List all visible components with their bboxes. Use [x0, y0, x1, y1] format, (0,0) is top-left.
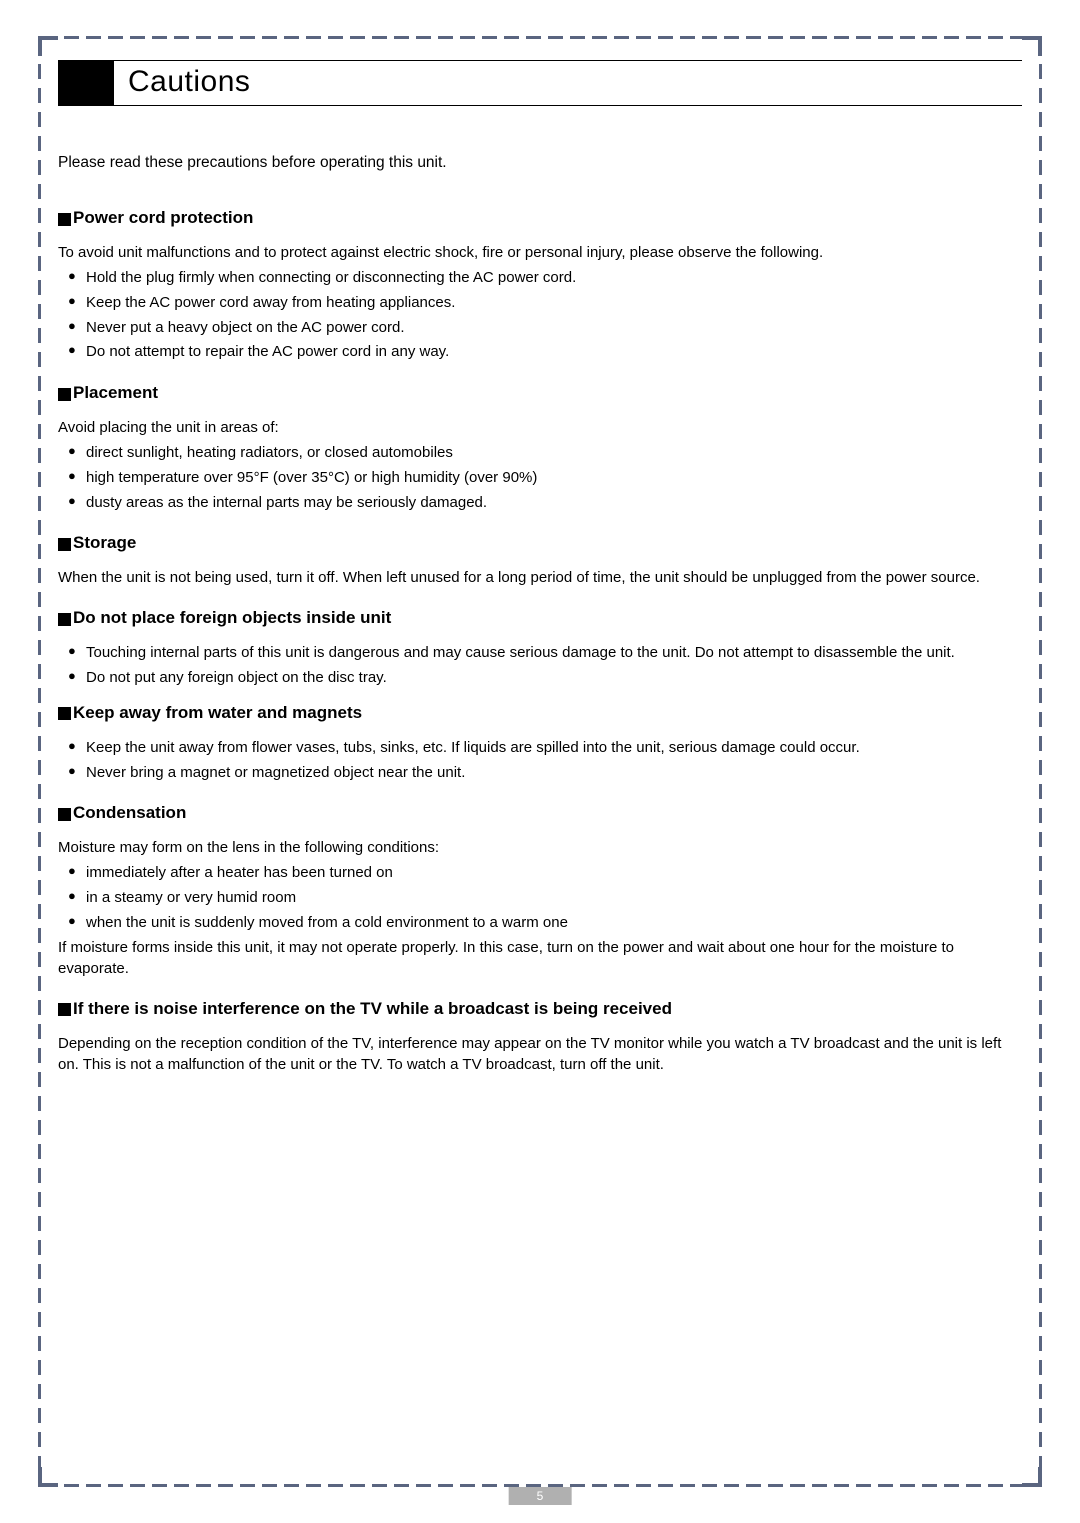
square-marker-icon [58, 808, 71, 821]
bullet-item: Do not attempt to repair the AC power co… [58, 341, 1022, 363]
bullet-item: Keep the AC power cord away from heating… [58, 292, 1022, 314]
square-marker-icon [58, 213, 71, 226]
title-black-block [58, 61, 114, 105]
section-heading-text: Keep away from water and magnets [73, 703, 362, 723]
bullet-item: Never bring a magnet or magnetized objec… [58, 762, 1022, 784]
page-number: 5 [509, 1487, 572, 1505]
section-heading-text: Storage [73, 533, 136, 553]
section-heading: Storage [58, 533, 1022, 553]
section-heading-text: Power cord protection [73, 208, 253, 228]
section-heading-text: If there is noise interference on the TV… [73, 999, 672, 1019]
title-row: Cautions [58, 60, 1022, 106]
sections-container: Power cord protection To avoid unit malfu… [58, 208, 1022, 1075]
section-heading: Keep away from water and magnets [58, 703, 1022, 723]
bullet-item: Never put a heavy object on the AC power… [58, 317, 1022, 339]
bullet-item: in a steamy or very humid room [58, 887, 1022, 909]
bullet-item: Touching internal parts of this unit is … [58, 642, 1022, 664]
square-marker-icon [58, 388, 71, 401]
section-text: Avoid placing the unit in areas of: [58, 417, 1022, 438]
section-heading: Do not place foreign objects inside unit [58, 608, 1022, 628]
bullet-list: immediately after a heater has been turn… [58, 862, 1022, 933]
section: Keep away from water and magnets Keep the… [58, 703, 1022, 784]
bullet-item: when the unit is suddenly moved from a c… [58, 912, 1022, 934]
section-heading: If there is noise interference on the TV… [58, 999, 1022, 1019]
section-text: Depending on the reception condition of … [58, 1033, 1022, 1075]
bullet-item: high temperature over 95°F (over 35°C) o… [58, 467, 1022, 489]
section: Placement Avoid placing the unit in areas… [58, 383, 1022, 513]
bullet-list: Hold the plug firmly when connecting or … [58, 267, 1022, 363]
section-text: To avoid unit malfunctions and to protec… [58, 242, 1022, 263]
intro-text: Please read these precautions before ope… [58, 154, 1022, 172]
square-marker-icon [58, 538, 71, 551]
section-text: Moisture may form on the lens in the fol… [58, 837, 1022, 858]
section-text-after: If moisture forms inside this unit, it m… [58, 937, 1022, 979]
bullet-item: Keep the unit away from flower vases, tu… [58, 737, 1022, 759]
bullet-list: Keep the unit away from flower vases, tu… [58, 737, 1022, 784]
section: Power cord protection To avoid unit malfu… [58, 208, 1022, 363]
section: Condensation Moisture may form on the len… [58, 803, 1022, 978]
section-text: When the unit is not being used, turn it… [58, 567, 1022, 588]
square-marker-icon [58, 1003, 71, 1016]
section-heading-text: Placement [73, 383, 158, 403]
square-marker-icon [58, 707, 71, 720]
square-marker-icon [58, 613, 71, 626]
section-heading: Condensation [58, 803, 1022, 823]
bullet-item: dusty areas as the internal parts may be… [58, 492, 1022, 514]
section-heading: Placement [58, 383, 1022, 403]
content-region: Cautions Please read these precautions b… [58, 60, 1022, 1095]
bullet-item: Do not put any foreign object on the dis… [58, 667, 1022, 689]
page-title: Cautions [114, 61, 250, 105]
bullet-list: Touching internal parts of this unit is … [58, 642, 1022, 689]
bullet-list: direct sunlight, heating radiators, or c… [58, 442, 1022, 513]
bullet-item: direct sunlight, heating radiators, or c… [58, 442, 1022, 464]
section: Do not place foreign objects inside unit… [58, 608, 1022, 689]
section: If there is noise interference on the TV… [58, 999, 1022, 1075]
bullet-item: Hold the plug firmly when connecting or … [58, 267, 1022, 289]
section: Storage When the unit is not being used, … [58, 533, 1022, 588]
section-heading: Power cord protection [58, 208, 1022, 228]
section-heading-text: Condensation [73, 803, 186, 823]
section-heading-text: Do not place foreign objects inside unit [73, 608, 391, 628]
bullet-item: immediately after a heater has been turn… [58, 862, 1022, 884]
